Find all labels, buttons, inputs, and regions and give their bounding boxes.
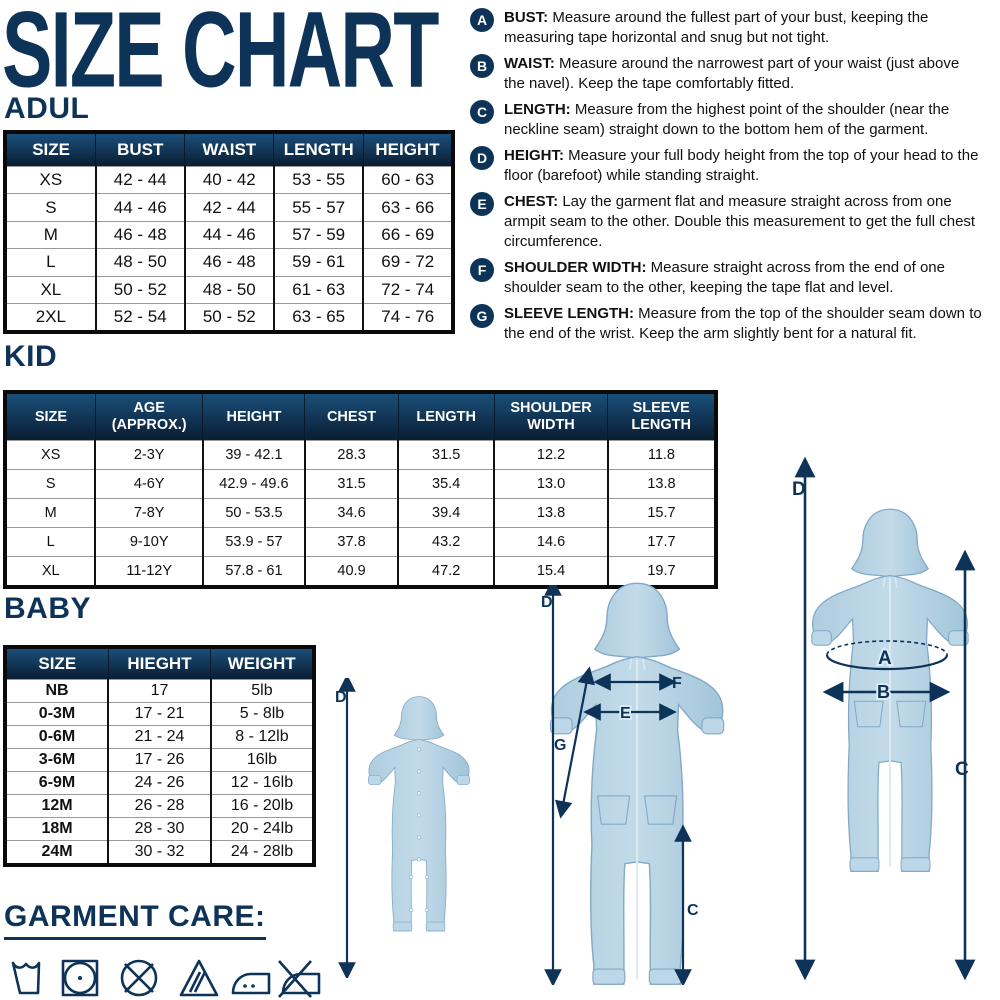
svg-text:B: B: [877, 682, 890, 702]
svg-text:C: C: [687, 902, 699, 919]
svg-text:D: D: [792, 479, 806, 500]
svg-text:G: G: [554, 737, 566, 754]
svg-text:A: A: [878, 648, 892, 669]
svg-text:C: C: [955, 759, 969, 780]
svg-text:D: D: [335, 689, 347, 706]
svg-text:D: D: [541, 594, 553, 611]
svg-text:E: E: [620, 705, 631, 722]
svg-text:F: F: [672, 675, 682, 692]
